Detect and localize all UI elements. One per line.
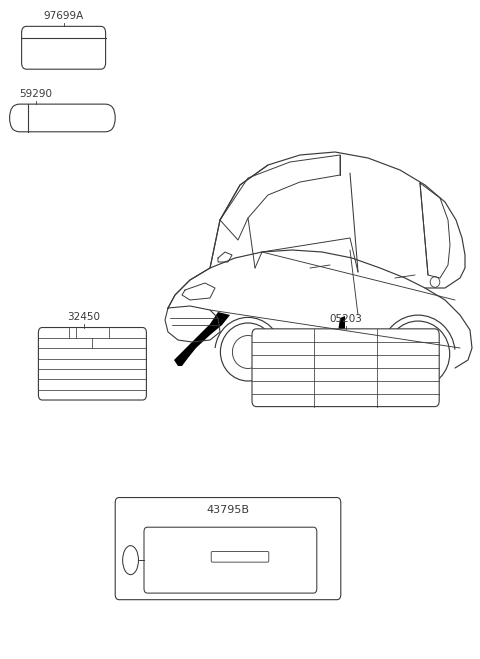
FancyBboxPatch shape (211, 552, 269, 562)
Text: 43795B: 43795B (206, 505, 250, 515)
FancyBboxPatch shape (252, 329, 439, 407)
Polygon shape (337, 316, 348, 375)
FancyBboxPatch shape (115, 498, 341, 600)
FancyBboxPatch shape (10, 104, 115, 132)
FancyBboxPatch shape (144, 527, 317, 593)
Text: 05203: 05203 (329, 314, 362, 324)
FancyBboxPatch shape (22, 26, 106, 69)
Polygon shape (174, 312, 230, 366)
Text: 97699A: 97699A (44, 11, 84, 21)
Text: 59290: 59290 (20, 89, 52, 99)
Text: 32450: 32450 (67, 312, 100, 322)
FancyBboxPatch shape (38, 328, 146, 400)
